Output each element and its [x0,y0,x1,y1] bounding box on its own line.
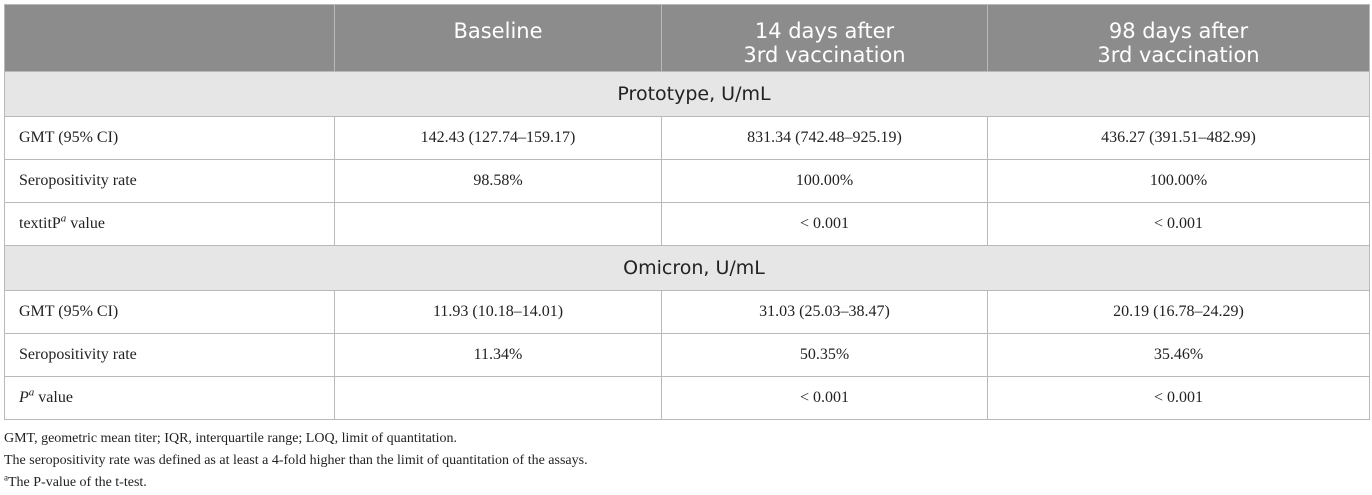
header-14-days-text: 14 days after 3rd vaccination [743,19,906,67]
row-label-main: textitP [19,215,61,232]
section-row-prototype: Prototype, U/mL [4,71,1370,117]
row-label-sup: a [28,386,35,399]
row-label: GMT (95% CI) [4,116,335,160]
cell-value [334,202,662,246]
row-label-main: P [19,389,29,406]
table-row: GMT (95% CI) 11.93 (10.18–14.01) 31.03 (… [4,290,1370,334]
header-98-days-text: 98 days after 3rd vaccination [1097,19,1260,67]
row-label: Pa value [4,376,335,420]
section-title-omicron: Omicron, U/mL [4,245,1370,291]
footnote-a: aThe P-value of the t-test. [4,472,588,494]
cell-value: 50.35% [661,333,988,377]
cell-value: 20.19 (16.78–24.29) [987,290,1370,334]
footnote-abbreviations: GMT, geometric mean titer; IQR, interqua… [4,431,458,446]
header-baseline: Baseline [334,4,662,72]
cell-value: < 0.001 [987,376,1370,420]
table-row: textitPa value < 0.001 < 0.001 [4,202,1370,246]
section-title-prototype: Prototype, U/mL [4,71,1370,117]
row-label: Seropositivity rate [4,159,335,203]
cell-value: 31.03 (25.03–38.47) [661,290,988,334]
table-footnotes: GMT, geometric mean titer; IQR, interqua… [4,428,588,494]
header-14-days: 14 days after 3rd vaccination [661,4,988,72]
header-row: Baseline 14 days after 3rd vaccination 9… [4,4,1370,72]
row-label: GMT (95% CI) [4,290,335,334]
row-label-rest: value [66,215,105,232]
cell-value: 831.34 (742.48–925.19) [661,116,988,160]
header-blank [4,4,335,72]
cell-value: < 0.001 [661,376,988,420]
table-row: Seropositivity rate 11.34% 50.35% 35.46% [4,333,1370,377]
cell-value: 11.93 (10.18–14.01) [334,290,662,334]
table-row: Pa value < 0.001 < 0.001 [4,376,1370,420]
header-98-days: 98 days after 3rd vaccination [987,4,1370,72]
table-row: GMT (95% CI) 142.43 (127.74–159.17) 831.… [4,116,1370,160]
cell-value: 436.27 (391.51–482.99) [987,116,1370,160]
row-label: textitPa value [4,202,335,246]
row-label-rest: value [34,389,73,406]
table-row: Seropositivity rate 98.58% 100.00% 100.0… [4,159,1370,203]
cell-value: 11.34% [334,333,662,377]
cell-value: 142.43 (127.74–159.17) [334,116,662,160]
cell-value: < 0.001 [987,202,1370,246]
section-row-omicron: Omicron, U/mL [4,245,1370,291]
cell-value: 100.00% [987,159,1370,203]
footnote-a-text: The P-value of the t-test. [8,475,147,490]
cell-value: 35.46% [987,333,1370,377]
cell-value: 98.58% [334,159,662,203]
cell-value: 100.00% [661,159,988,203]
footnote-a-marker: a [4,472,8,483]
footnote-seropositivity: The seropositivity rate was defined as a… [4,453,588,468]
cell-value: < 0.001 [661,202,988,246]
cell-value [334,376,662,420]
row-label: Seropositivity rate [4,333,335,377]
row-label-sup: a [60,212,67,225]
results-table: Baseline 14 days after 3rd vaccination 9… [4,4,1370,420]
